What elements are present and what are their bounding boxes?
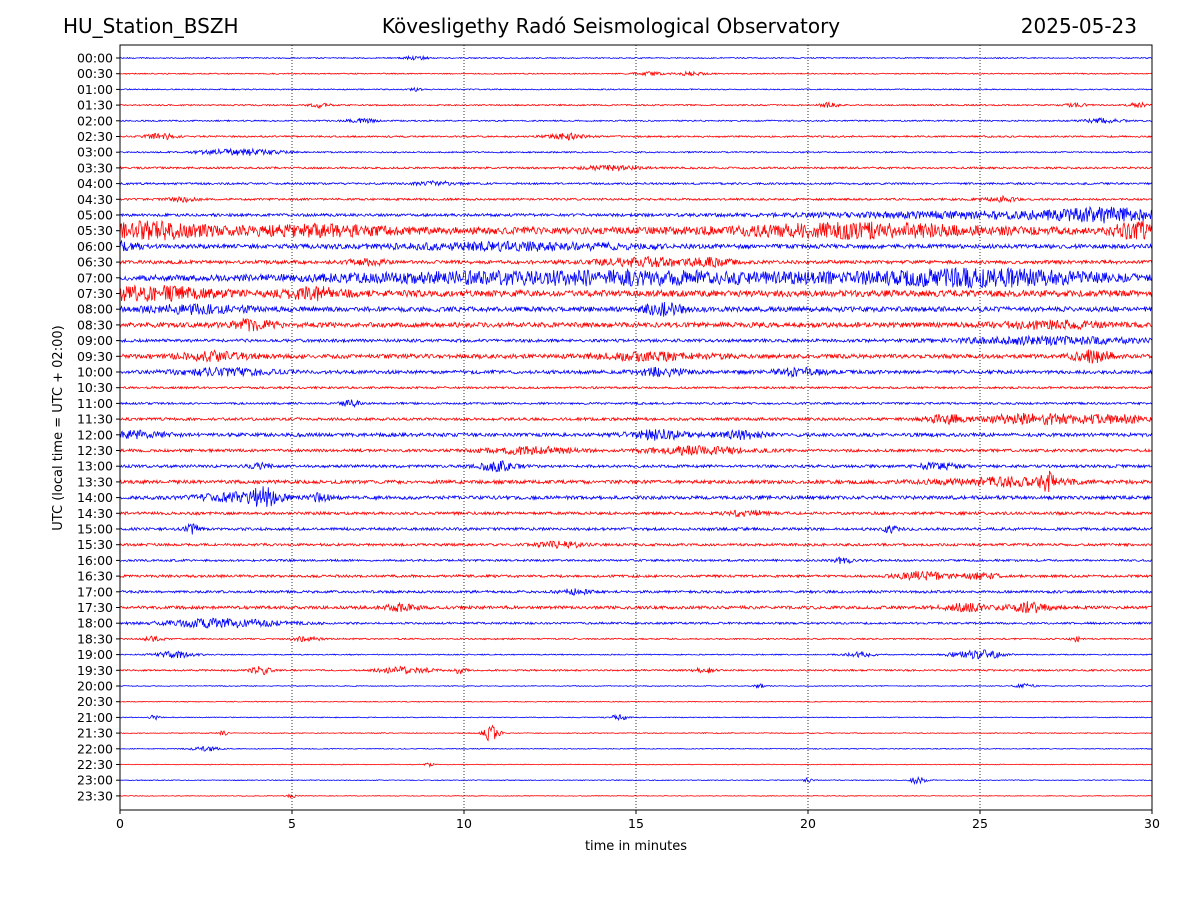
y-tick-label: 03:30: [77, 160, 113, 175]
y-tick-label: 05:30: [77, 223, 113, 238]
y-tick-label: 05:00: [77, 208, 113, 223]
station-name: HU_Station_BSZH: [63, 14, 239, 38]
trace-row: [119, 665, 1153, 675]
trace-row: [119, 147, 1153, 157]
y-tick-label: 12:30: [77, 443, 113, 458]
trace-row: [119, 366, 1153, 379]
trace-row: [119, 132, 1153, 141]
trace-row: [120, 762, 1153, 768]
x-tick-label: 0: [116, 816, 124, 831]
y-tick-label: 13:00: [77, 459, 113, 474]
y-axis: 00:0000:3001:0001:3002:0002:3003:0003:30…: [77, 51, 120, 803]
trace-row: [119, 219, 1153, 241]
y-tick-label: 12:00: [77, 427, 113, 442]
observatory-title: Kövesligethy Radó Seismological Observat…: [381, 14, 841, 38]
x-tick-label: 25: [972, 816, 988, 831]
y-tick-label: 11:00: [77, 396, 113, 411]
y-tick-label: 17:00: [77, 584, 113, 599]
y-tick-label: 04:30: [77, 192, 113, 207]
x-tick-label: 30: [1144, 816, 1160, 831]
y-tick-label: 00:00: [77, 51, 113, 66]
x-grid: [291, 45, 981, 810]
trace-row: [120, 700, 1152, 703]
y-tick-label: 11:30: [77, 412, 113, 427]
y-tick-label: 09:30: [77, 349, 113, 364]
trace-row: [120, 54, 1153, 61]
trace-row: [119, 540, 1153, 550]
trace-row: [119, 317, 1153, 332]
y-tick-label: 19:00: [77, 647, 113, 662]
y-tick-label: 18:30: [77, 631, 113, 646]
x-tick-label: 10: [456, 816, 472, 831]
trace-row: [119, 86, 1153, 92]
y-tick-label: 15:00: [77, 522, 113, 537]
y-tick-label: 17:30: [77, 600, 113, 615]
y-tick-label: 03:00: [77, 145, 113, 160]
x-tick-label: 20: [800, 816, 816, 831]
trace-row: [119, 617, 1153, 630]
y-tick-label: 21:30: [77, 726, 113, 741]
y-tick-label: 02:30: [77, 129, 113, 144]
y-tick-label: 09:00: [77, 333, 113, 348]
trace-row: [119, 793, 1153, 799]
trace-row: [119, 470, 1153, 493]
y-tick-label: 16:00: [77, 553, 113, 568]
y-tick-label: 06:00: [77, 239, 113, 254]
trace-row: [119, 683, 1153, 689]
y-tick-label: 10:00: [77, 365, 113, 380]
y-tick-label: 23:30: [77, 788, 113, 803]
y-tick-label: 18:00: [77, 616, 113, 631]
y-tick-label: 19:30: [77, 663, 113, 678]
y-tick-label: 22:00: [77, 741, 113, 756]
y-tick-label: 22:30: [77, 757, 113, 772]
y-tick-label: 13:30: [77, 474, 113, 489]
y-tick-label: 02:00: [77, 113, 113, 128]
y-tick-label: 00:30: [77, 66, 113, 81]
trace-row: [119, 570, 1153, 582]
y-tick-label: 14:00: [77, 490, 113, 505]
x-axis: 0 5 10 15 20 25 30: [116, 810, 1160, 831]
x-tick-label: 15: [628, 816, 644, 831]
trace-row: [119, 70, 1153, 77]
trace-row: [119, 179, 1153, 187]
trace-row: [119, 284, 1153, 302]
x-tick-label: 5: [288, 816, 296, 831]
y-tick-label: 07:30: [77, 286, 113, 301]
y-tick-label: 16:30: [77, 569, 113, 584]
y-tick-label: 23:00: [77, 773, 113, 788]
trace-row: [119, 205, 1153, 224]
trace-row: [119, 266, 1153, 289]
trace-row: [119, 301, 1153, 317]
record-date: 2025-05-23: [1020, 14, 1137, 38]
y-tick-label: 06:30: [77, 255, 113, 270]
y-tick-label: 04:00: [77, 176, 113, 191]
trace-row: [119, 349, 1153, 364]
y-axis-label: UTC (local time = UTC + 02:00): [51, 325, 66, 530]
y-tick-label: 10:30: [77, 380, 113, 395]
x-axis-label: time in minutes: [585, 839, 687, 854]
y-tick-label: 08:00: [77, 302, 113, 317]
trace-row: [119, 429, 1153, 441]
y-tick-label: 14:30: [77, 506, 113, 521]
trace-row: [119, 334, 1153, 347]
y-tick-label: 07:00: [77, 270, 113, 285]
y-tick-label: 01:00: [77, 82, 113, 97]
y-tick-label: 01:30: [77, 98, 113, 113]
y-tick-label: 08:30: [77, 317, 113, 332]
y-tick-label: 20:30: [77, 694, 113, 709]
y-tick-label: 15:30: [77, 537, 113, 552]
trace-row: [120, 746, 1153, 752]
trace-row: [119, 399, 1153, 408]
y-tick-label: 20:00: [77, 679, 113, 694]
trace-row: [119, 444, 1153, 456]
y-tick-label: 21:00: [77, 710, 113, 725]
